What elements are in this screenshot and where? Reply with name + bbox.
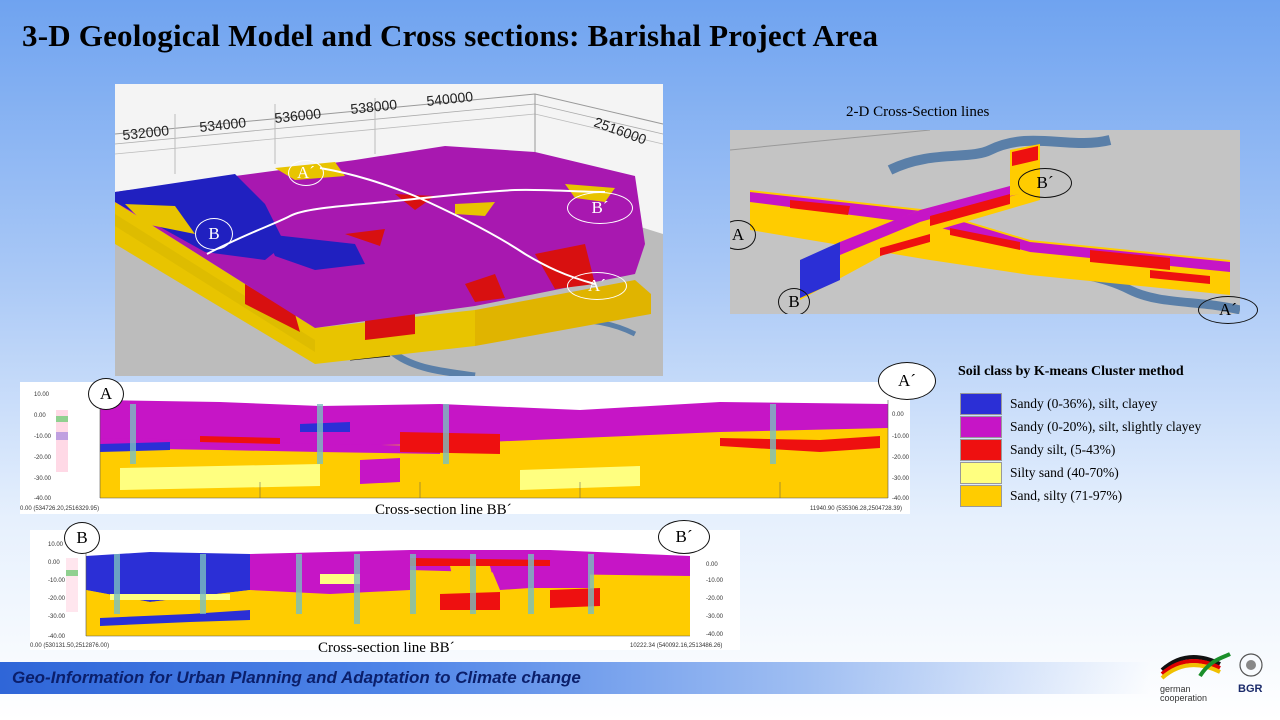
legend-title: Soil class by K-means Cluster method	[958, 364, 1184, 379]
right-tick: -10.00	[892, 434, 910, 440]
right-tick: -20.00	[892, 455, 910, 461]
left-tick: -20.00	[34, 455, 52, 461]
section1-label-a-prime: A´	[878, 362, 936, 400]
legend-swatch	[960, 415, 1002, 438]
right-tick: -30.00	[706, 614, 724, 620]
label-a-prime-top: A´	[288, 160, 324, 186]
left-tick: -30.00	[34, 476, 52, 482]
section2-label-b: B	[64, 522, 100, 554]
bottom-right-coord: 11940.90 (535306.28,2504728.39)	[810, 506, 902, 512]
bottom-left-coord: 0.00 (534726.20,2516329.95)	[20, 506, 99, 512]
bgr-text: BGR	[1238, 683, 1263, 695]
right-tick: -40.00	[706, 632, 724, 638]
legend-swatch	[960, 392, 1002, 415]
label-b-prime: B´	[567, 192, 633, 224]
fence-title: 2-D Cross-Section lines	[846, 104, 990, 120]
legend-swatch	[960, 484, 1002, 507]
right-tick: -20.00	[706, 596, 724, 602]
label-a-prime-bottom: A´	[567, 272, 627, 300]
left-tick: -10.00	[48, 578, 66, 584]
x-tick: 534000	[199, 114, 247, 135]
bottom-left-coord: 0.00 (530131.50,2512876.00)	[30, 643, 109, 649]
left-tick: -20.00	[48, 596, 66, 602]
right-tick: -10.00	[706, 578, 724, 584]
2d-cross-section-fence: A B´ B	[730, 130, 1240, 314]
slide-title: 3-D Geological Model and Cross sections:…	[22, 18, 879, 53]
fence-label-b: B	[778, 288, 810, 314]
legend-item: Sandy (0-20%), silt, slightly clayey	[948, 415, 1258, 438]
fence-label-b-prime: B´	[1018, 168, 1072, 198]
legend-item: Sandy silt, (5-43%)	[948, 438, 1258, 461]
soil-class-legend: Soil class by K-means Cluster method San…	[948, 364, 1258, 507]
left-tick: 10.00	[34, 392, 50, 398]
x-tick: 536000	[274, 105, 322, 126]
legend-label: Sand, silty (71-97%)	[1010, 487, 1123, 503]
right-tick: -40.00	[892, 496, 910, 502]
cross-section-aa: 10.00 0.00 -10.00 -20.00 -30.00 -40.00 0…	[20, 382, 910, 514]
legend-item: Sandy (0-36%), silt, clayey	[948, 392, 1258, 415]
german-cooperation-text: german cooperation	[1160, 684, 1208, 703]
left-tick: 0.00	[48, 560, 60, 566]
bgr-logo: BGR	[1236, 652, 1270, 706]
legend-item: Sand, silty (71-97%)	[948, 484, 1258, 507]
section2-caption: Cross-section line BB´	[318, 640, 455, 656]
legend-swatch	[960, 461, 1002, 484]
section2-label-b-prime: B´	[658, 520, 710, 554]
section1-label-a: A	[88, 378, 124, 410]
left-tick: -40.00	[34, 496, 52, 502]
left-tick: 0.00	[34, 413, 46, 419]
legend-swatch	[960, 438, 1002, 461]
cross-section-bb: 10.00 0.00 -10.00 -20.00 -30.00 -40.00 0…	[30, 530, 740, 650]
legend-label: Sandy (0-36%), silt, clayey	[1010, 395, 1158, 411]
legend-label: Sandy silt, (5-43%)	[1010, 441, 1116, 457]
left-tick: -10.00	[34, 434, 52, 440]
right-tick: 0.00	[706, 562, 718, 568]
footer-banner: Geo-Information for Urban Planning and A…	[0, 662, 1150, 694]
x-tick: 538000	[350, 96, 398, 117]
german-cooperation-logo: german cooperation	[1160, 650, 1232, 708]
section1-caption: Cross-section line BB´	[375, 502, 512, 518]
right-tick: 0.00	[892, 412, 904, 418]
x-tick: 532000	[122, 122, 170, 143]
fence-label-a-prime: A´	[1198, 296, 1258, 324]
label-b: B	[195, 218, 233, 250]
left-tick: -30.00	[48, 614, 66, 620]
legend-item: Silty sand (40-70%)	[948, 461, 1258, 484]
footer-text: Geo-Information for Urban Planning and A…	[12, 668, 581, 687]
3d-geological-model: 532000 534000 536000 538000 540000 25160…	[115, 84, 663, 376]
right-tick: -30.00	[892, 476, 910, 482]
bottom-right-coord: 10222.34 (540092.16,2513486.26)	[630, 643, 722, 649]
legend-label: Silty sand (40-70%)	[1010, 464, 1119, 480]
x-tick: 540000	[426, 88, 474, 109]
legend-label: Sandy (0-20%), silt, slightly clayey	[1010, 418, 1202, 434]
left-tick: -40.00	[48, 634, 66, 640]
left-tick: 10.00	[48, 542, 64, 548]
